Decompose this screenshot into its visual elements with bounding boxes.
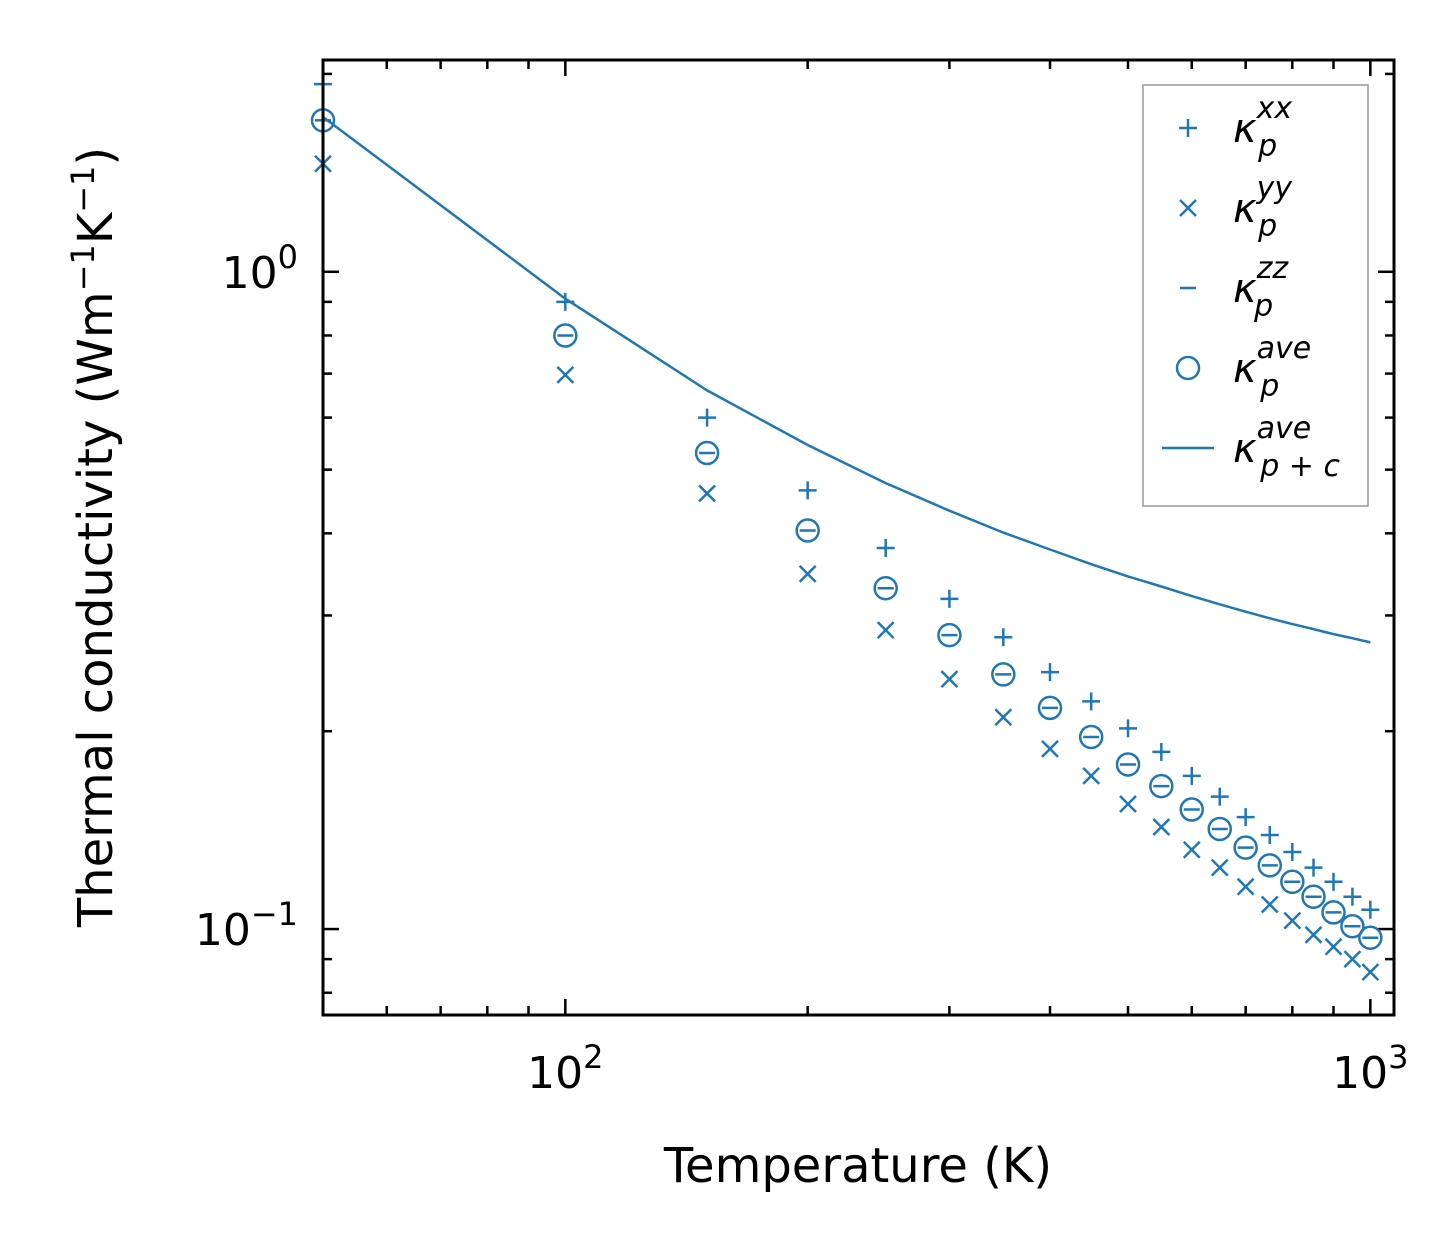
x-tick-label: 102 [527, 1038, 603, 1099]
data-point-plus [1152, 742, 1171, 761]
data-point-x [1119, 795, 1137, 813]
plot-frame [321, 58, 1396, 1017]
series-kappa_p_zz [315, 119, 1379, 939]
y-tick-label: 10−1 [195, 895, 298, 956]
legend-label: κyy p [1233, 171, 1293, 244]
y-axis-label: Thermal conductivity (Wm−1K−1) [64, 147, 124, 928]
legend-label: κzz p [1233, 251, 1289, 324]
data-point-plus [1210, 787, 1229, 806]
data-point-x [1041, 739, 1059, 758]
data-point-plus [1119, 719, 1138, 738]
legend-marker [1179, 119, 1197, 137]
data-point-plus [994, 628, 1013, 647]
data-point-circle [991, 662, 1016, 687]
data-point-x [1260, 895, 1279, 914]
data-point-x [1152, 818, 1171, 836]
data-point-circle [1257, 853, 1283, 878]
y-tick-label: 100 [222, 238, 298, 299]
data-point-circle [1207, 816, 1232, 842]
legend-entry-kappa_p_ave: κave p [1175, 331, 1311, 404]
data-point-x [1283, 911, 1302, 930]
legend-label: κxx p [1233, 91, 1292, 164]
data-point-plus [1283, 842, 1302, 861]
data-point-x [798, 565, 817, 583]
data-point-x [1324, 937, 1343, 956]
data-point-x [1210, 858, 1229, 877]
series-kappa_p_xx [314, 75, 1380, 919]
data-point-x [1082, 767, 1101, 785]
data-point-circle [1280, 869, 1305, 895]
data-point-x [698, 484, 716, 503]
series-kappa_p_yy [314, 154, 1380, 981]
data-point-x [1182, 840, 1201, 859]
data-point-circle [1321, 900, 1346, 925]
data-point-plus [1343, 887, 1362, 906]
legend-label: κave p + c [1233, 411, 1340, 484]
data-point-plus [1260, 826, 1279, 845]
data-point-circle [1179, 797, 1205, 822]
data-point-x [1343, 950, 1362, 969]
series-line [322, 115, 1371, 644]
data-point-plus [1304, 858, 1323, 877]
legend-entry-kappa_p_xx: κxx p [1179, 91, 1292, 164]
legend-entry-kappa_p_zz: κzz p [1180, 251, 1289, 324]
data-point-circle [694, 440, 720, 466]
data-point-x [994, 708, 1013, 727]
data-point-x [940, 670, 959, 689]
legend-entry-kappa_pc_ave: κave p + c [1162, 411, 1340, 484]
data-point-circle [1037, 695, 1063, 721]
data-point-plus [1182, 766, 1201, 785]
tick-labels: 102 103 100 10−1 [195, 238, 1409, 1099]
data-point-plus [1236, 808, 1255, 827]
data-point-x [1304, 925, 1323, 944]
x-tick-label: 103 [1332, 1038, 1408, 1099]
legend-marker [1175, 355, 1201, 381]
data-series [310, 75, 1383, 981]
data-point-plus [1082, 692, 1101, 711]
x-axis-label: Temperature (K) [663, 1138, 1052, 1194]
data-point-plus [798, 481, 817, 500]
data-point-plus [1040, 663, 1059, 682]
data-point-circle [1301, 884, 1326, 909]
legend-label: κave p [1233, 331, 1311, 404]
data-point-circle [1078, 724, 1104, 750]
data-point-circle [1358, 925, 1383, 950]
series-kappa_p_ave [310, 108, 1383, 950]
data-point-plus [1361, 900, 1380, 919]
data-point-circle [553, 323, 578, 348]
data-point-plus [698, 408, 717, 427]
data-point-circle [937, 622, 962, 648]
data-point-circle [1340, 913, 1365, 939]
data-point-circle [873, 575, 898, 601]
data-point-circle [795, 518, 820, 543]
legend-entry-kappa_p_yy: κyy p [1179, 171, 1293, 244]
data-point-plus [876, 538, 895, 557]
legend-marker [1179, 199, 1197, 217]
data-point-x [876, 621, 895, 639]
data-point-plus [1324, 872, 1343, 891]
data-point-circle [1115, 752, 1141, 777]
data-point-x [1361, 963, 1380, 981]
data-point-x [556, 365, 575, 384]
data-point-circle [1149, 773, 1174, 799]
series-kappa_pc_ave [322, 115, 1371, 644]
data-point-plus [940, 589, 959, 608]
data-point-x [1236, 877, 1255, 896]
legend-box [1142, 84, 1369, 507]
data-point-circle [1233, 835, 1258, 860]
